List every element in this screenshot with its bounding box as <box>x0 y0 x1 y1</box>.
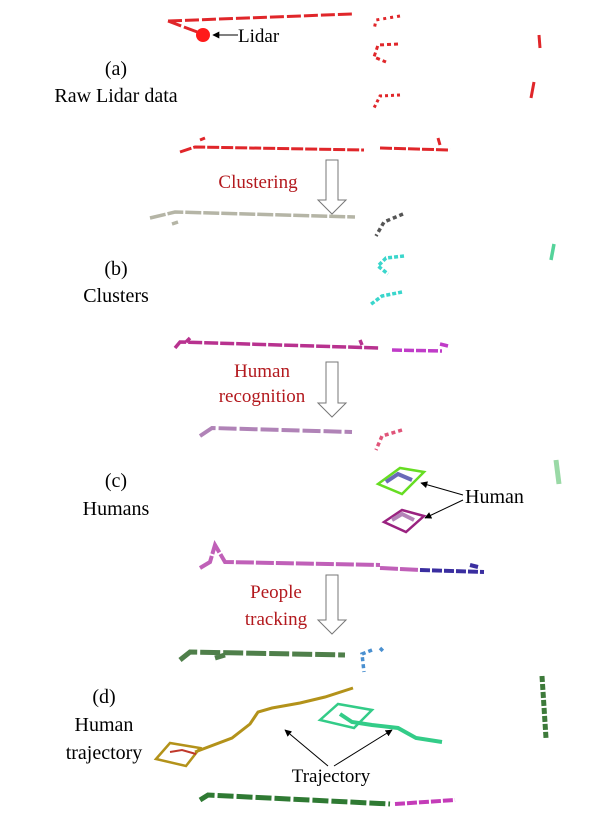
cluster-cyan-1 <box>375 254 405 276</box>
step-recognition-line1: Human <box>234 361 290 382</box>
panel-b-scan <box>149 210 556 353</box>
trajectory-mint <box>338 712 443 744</box>
panel-b-title: Clusters <box>83 285 149 307</box>
humans-pink <box>374 428 403 451</box>
human-arrow-1 <box>420 481 464 496</box>
panel-d-scan <box>178 646 549 807</box>
trajectory-inner-red <box>169 748 197 755</box>
step-recognition-line2: recognition <box>219 386 306 407</box>
step-tracking-line1: People <box>250 582 302 603</box>
humans-blue <box>419 563 485 574</box>
panel-a-title: Raw Lidar data <box>54 85 177 107</box>
traj-pink <box>394 798 456 806</box>
lidar-dot <box>196 28 210 42</box>
humans-mint <box>553 459 562 485</box>
trajectory-box-gold <box>153 741 203 768</box>
trajectory-arrow-1 <box>284 729 329 767</box>
human-box-2 <box>381 508 427 534</box>
cluster-cyan-2 <box>368 290 403 307</box>
cluster-bottom-wall <box>173 336 381 350</box>
cluster-mint <box>549 243 556 261</box>
panel-d-letter: (d) <box>92 686 115 708</box>
human-arrow-2 <box>424 499 464 519</box>
step-arrow-clustering <box>316 159 348 215</box>
scan-corner-2 <box>372 42 399 64</box>
panel-b-letter: (b) <box>104 258 127 280</box>
traj-right <box>539 675 549 739</box>
panel-d-title-line1: Human <box>75 714 134 736</box>
panel-c-letter: (c) <box>105 470 127 492</box>
traj-top-wall <box>178 649 346 662</box>
trajectory-gold <box>194 686 354 754</box>
panel-d-title-line2: trajectory <box>66 742 143 764</box>
trajectory-label: Trajectory <box>292 766 371 787</box>
scan-right-1 <box>537 34 542 49</box>
panel-c-scan <box>198 425 562 574</box>
panel-c-title: Humans <box>83 498 150 520</box>
lidar-label: Lidar <box>238 26 280 47</box>
step-arrow-tracking <box>316 574 348 635</box>
scan-right-2 <box>529 81 536 99</box>
traj-blue <box>360 646 386 673</box>
panel-a-scan <box>167 12 542 154</box>
trajectory-arrow-2 <box>333 729 393 767</box>
traj-bottom-wall <box>198 792 391 807</box>
scan-corner-1 <box>372 14 401 31</box>
step-tracking-line2: tracking <box>245 609 308 630</box>
human-box-1 <box>375 466 427 496</box>
cluster-dark <box>374 212 404 237</box>
cluster-pink <box>391 342 449 353</box>
cluster-top-wall <box>149 210 356 226</box>
step-arrow-recognition <box>316 361 348 418</box>
humans-bottom-wall <box>198 540 421 572</box>
humans-top-wall <box>198 425 353 438</box>
human-label: Human <box>465 486 524 508</box>
trajectory-box-mint <box>317 702 375 730</box>
scan-corner-3 <box>372 93 401 109</box>
panel-a-letter: (a) <box>105 58 127 80</box>
scan-top-wall <box>167 12 353 35</box>
step-clustering: Clustering <box>218 172 298 193</box>
scan-bottom-wall <box>179 136 451 154</box>
